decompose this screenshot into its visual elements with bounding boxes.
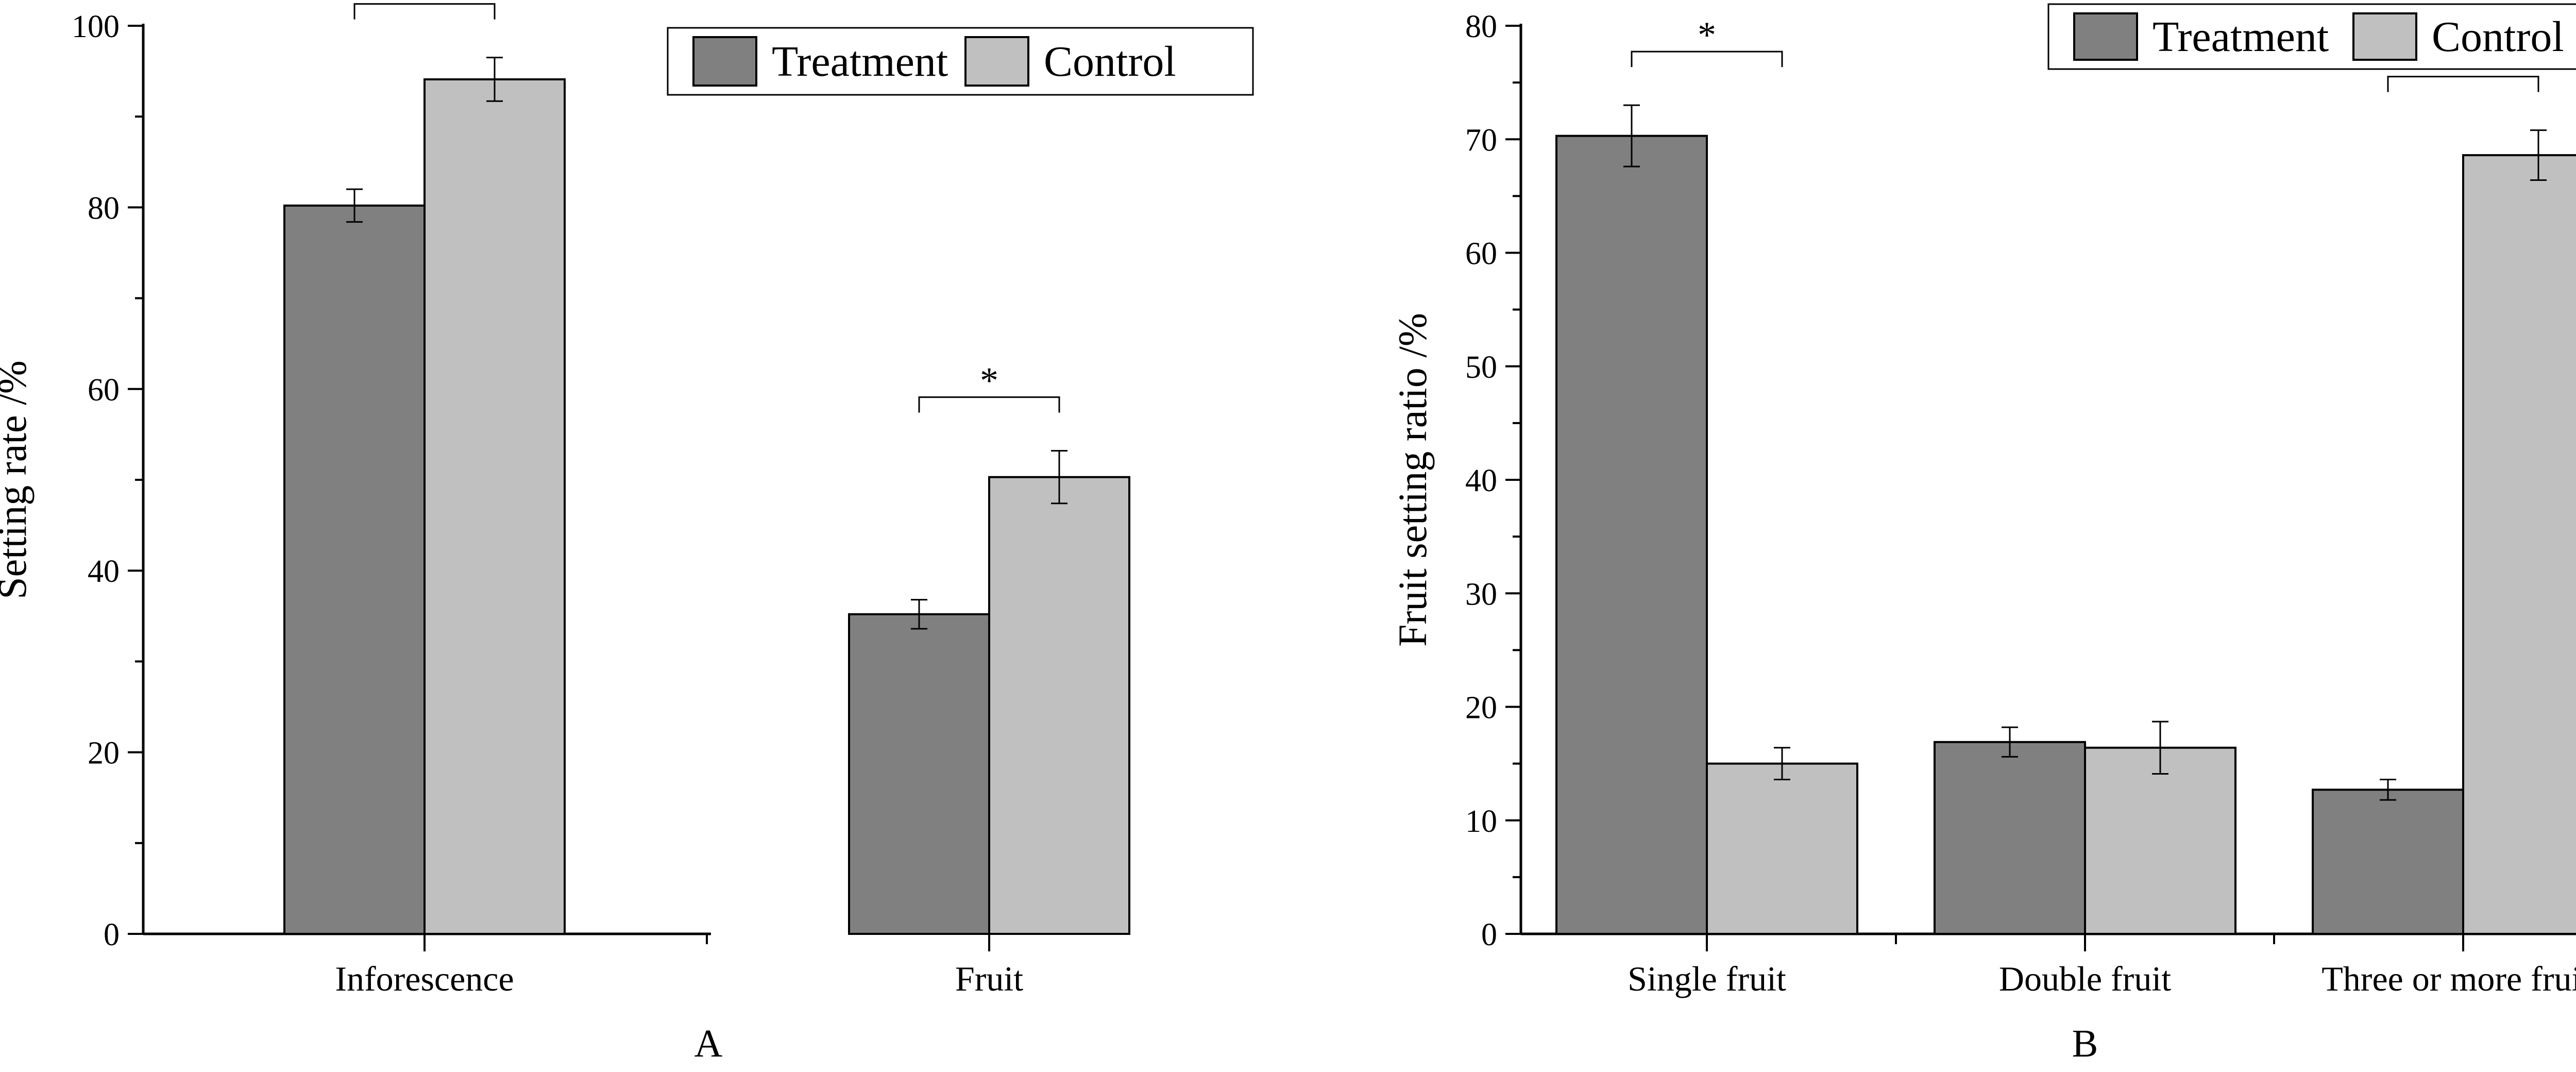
panel-a-category-label: Fruit xyxy=(955,959,1023,998)
panel-b-significance-star: * xyxy=(1698,14,1716,56)
panel-a-category-label: Inforescence xyxy=(335,959,514,998)
panel-b-y-axis-title: Fruit setting ratio /% xyxy=(1390,313,1435,647)
panel-b-error-bar xyxy=(1774,747,1790,780)
panel-a-legend-label-control: Control xyxy=(1044,38,1176,86)
panel-b-error-bar xyxy=(2380,778,2396,801)
panel-a-bar-treatment xyxy=(283,204,426,935)
panel-a-legend-swatch-treatment xyxy=(692,36,757,87)
panel-a-y-tick-label: 80 xyxy=(88,191,120,226)
panel-a-legend-frame xyxy=(667,27,1254,96)
panel-b-y-tick-label: 60 xyxy=(1465,237,1497,272)
panel-b-legend-label-control: Control xyxy=(2432,13,2564,61)
panel-b-category-label: Three or more fruits xyxy=(2321,959,2576,998)
panel-a-error-bar xyxy=(346,188,363,223)
panel-a-bar-control xyxy=(423,78,566,935)
panel-b-y-tick-label: 0 xyxy=(1481,917,1497,952)
panel-b-bar-control xyxy=(2084,746,2236,935)
panel-b-category-label: Single fruit xyxy=(1628,959,1786,998)
panel-a-legend: Treatment Control xyxy=(667,27,1254,96)
panel-b-chart: 0 10 20 30 40 50 60 70 80 Single fruit Double frui… xyxy=(1390,3,2576,1065)
panel-b-y-tick-label: 50 xyxy=(1465,350,1497,385)
panel-b-error-bar xyxy=(2002,726,2018,758)
panel-a-error-bar xyxy=(486,57,503,102)
panel-b-y-tick-label: 70 xyxy=(1465,123,1497,158)
panel-a-legend-label-treatment: Treatment xyxy=(772,38,948,86)
panel-a-significance-bracket xyxy=(353,3,496,20)
panel-b-y-tick-label: 30 xyxy=(1465,577,1497,612)
panel-b-y-tick-label: 20 xyxy=(1465,691,1497,726)
panel-a-y-tick-label: 40 xyxy=(88,554,120,589)
panel-b-legend-swatch-control xyxy=(2352,12,2417,61)
panel-a-y-axis-title: Setting rate /% xyxy=(0,360,35,599)
panel-b-bar-control xyxy=(2462,154,2576,935)
panel-a-panel-label: A xyxy=(694,1022,723,1065)
panel-a-y-tick-label: 20 xyxy=(88,736,120,771)
panel-b-panel-label: B xyxy=(2072,1022,2098,1065)
panel-a-bar-treatment xyxy=(848,613,990,935)
panel-b-category-label: Double fruit xyxy=(1999,959,2171,998)
panel-b-legend-label-treatment: Treatment xyxy=(2153,13,2329,61)
panel-b-bar-control xyxy=(1706,762,1858,935)
panel-b-bar-treatment xyxy=(2312,789,2464,935)
panel-b-y-tick-label: 40 xyxy=(1465,463,1497,498)
panel-b-bar-treatment xyxy=(1934,741,2086,935)
panel-a-y-tick-label: 60 xyxy=(88,373,120,408)
panel-a-bar-control xyxy=(988,476,1130,935)
panel-a-error-bar xyxy=(1051,450,1067,505)
panel-b-error-bar xyxy=(2152,721,2168,775)
panel-a-significance-star: * xyxy=(415,0,434,8)
panel-a-significance-bracket xyxy=(918,396,1060,413)
panel-a-significance-star: * xyxy=(980,360,998,401)
panel-a-y-tick-label: 100 xyxy=(72,9,120,44)
panel-b-error-bar xyxy=(2530,129,2547,181)
panel-b-error-bar xyxy=(1623,104,1640,167)
panel-a-y-tick-label: 0 xyxy=(104,917,120,952)
panel-b-legend-swatch-treatment xyxy=(2073,12,2138,61)
panel-a-error-bar xyxy=(911,599,927,630)
panel-b-bar-treatment xyxy=(1555,135,1708,935)
panel-a-legend-swatch-control xyxy=(964,36,1029,87)
panel-b-significance-bracket xyxy=(2387,76,2539,92)
panel-b-y-tick-label: 80 xyxy=(1465,9,1497,44)
panel-a-chart: 0 20 40 60 80 100 Inforescence Fruit * * Setting r… xyxy=(0,0,1254,1065)
panel-b-y-tick-label: 10 xyxy=(1465,804,1497,839)
panel-b-legend: Treatment Control xyxy=(2047,3,2576,70)
panel-b-significance-bracket xyxy=(1631,51,1783,68)
